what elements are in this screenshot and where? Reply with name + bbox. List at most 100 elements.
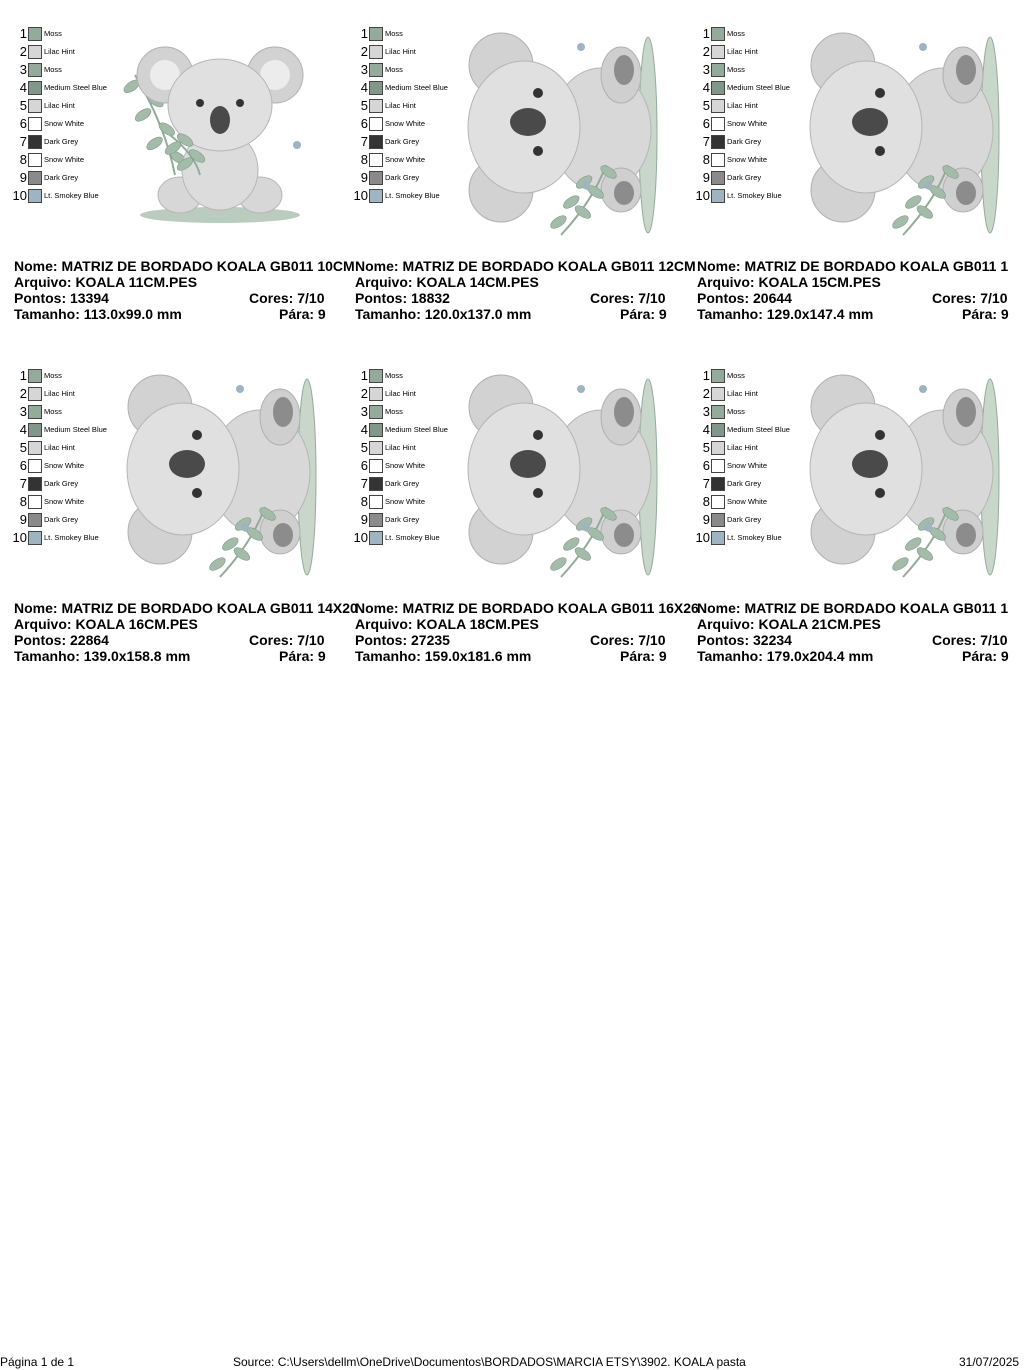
eucalyptus-leaf — [259, 507, 276, 521]
color-row: 8 Snow White — [341, 151, 461, 169]
stitch-count: Pontos: 18832 — [355, 290, 450, 306]
design-name: Nome: MATRIZ DE BORDADO KOALA GB011 1 — [697, 258, 1009, 274]
butterfly-accent — [582, 523, 590, 531]
color-name: Lilac Hint — [727, 101, 758, 110]
color-name: Lt. Smokey Blue — [727, 191, 782, 200]
color-number: 6 — [360, 116, 368, 131]
color-number: 10 — [12, 530, 27, 545]
color-row: 5 Lilac Hint — [0, 97, 120, 115]
color-name: Dark Grey — [385, 173, 420, 182]
color-row: 10 Lt. Smokey Blue — [0, 529, 120, 547]
koala-lower-paw-pad — [956, 523, 976, 547]
color-name: Moss — [727, 407, 745, 416]
design-size: Tamanho: 179.0x204.4 mm — [697, 648, 874, 664]
color-row: 1 Moss — [0, 25, 120, 43]
color-number: 2 — [360, 386, 368, 401]
color-number: 2 — [702, 44, 710, 59]
color-row: 8 Snow White — [683, 151, 803, 169]
design-grid: 1 Moss 2 Lilac Hint 3 Moss 4 Medium Steel Blue 5… — [0, 25, 1024, 684]
color-name: Moss — [385, 371, 403, 380]
koala-lower-eye — [533, 488, 543, 498]
butterfly-accent — [293, 141, 301, 149]
color-row: 5 Lilac Hint — [683, 97, 803, 115]
color-swatch — [28, 459, 42, 473]
butterfly-accent — [919, 43, 927, 51]
color-name: Lilac Hint — [44, 101, 75, 110]
color-number: 8 — [360, 152, 368, 167]
color-number: 7 — [702, 476, 710, 491]
koala-lower-eye — [533, 146, 543, 156]
color-name: Dark Grey — [385, 479, 420, 488]
color-swatch — [369, 405, 383, 419]
butterfly-accent — [577, 43, 585, 51]
color-name: Lt. Smokey Blue — [44, 533, 99, 542]
color-name: Lt. Smokey Blue — [44, 191, 99, 200]
koala-upper-paw-pad — [956, 55, 976, 85]
color-number: 4 — [360, 422, 368, 437]
color-swatch — [369, 513, 383, 527]
butterfly-accent — [919, 385, 927, 393]
stitch-count: Pontos: 20644 — [697, 290, 792, 306]
color-row: 10 Lt. Smokey Blue — [341, 529, 461, 547]
design-file: Arquivo: KOALA 14CM.PES — [355, 274, 539, 290]
koala-lower-paw-pad — [273, 523, 293, 547]
color-name: Dark Grey — [727, 479, 762, 488]
color-number: 5 — [360, 98, 368, 113]
color-swatch — [28, 405, 42, 419]
color-name: Moss — [727, 65, 745, 74]
color-number: 7 — [360, 134, 368, 149]
color-name: Lt. Smokey Blue — [727, 533, 782, 542]
color-number: 8 — [702, 152, 710, 167]
stop-count: Pára: 9 — [962, 306, 1009, 322]
color-row: 4 Medium Steel Blue — [0, 79, 120, 97]
color-number: 4 — [702, 422, 710, 437]
color-row: 9 Dark Grey — [0, 169, 120, 187]
design-name: Nome: MATRIZ DE BORDADO KOALA GB011 10CM — [14, 258, 355, 274]
color-number: 3 — [360, 404, 368, 419]
color-name: Snow White — [44, 461, 85, 470]
color-row: 9 Dark Grey — [683, 511, 803, 529]
color-name: Medium Steel Blue — [385, 83, 448, 92]
color-row: 9 Dark Grey — [0, 511, 120, 529]
color-name: Snow White — [385, 497, 426, 506]
color-number: 9 — [360, 512, 368, 527]
koala-nose — [169, 450, 205, 478]
color-swatch — [369, 27, 383, 41]
eucalyptus-leaf — [574, 205, 591, 219]
color-row: 8 Snow White — [0, 151, 120, 169]
color-number: 2 — [19, 386, 27, 401]
color-name: Medium Steel Blue — [44, 83, 107, 92]
color-number: 2 — [19, 44, 27, 59]
color-row: 4 Medium Steel Blue — [341, 421, 461, 439]
color-row: 3 Moss — [683, 61, 803, 79]
color-swatch — [28, 531, 42, 545]
koala-nose — [510, 108, 546, 136]
color-name: Moss — [44, 65, 62, 74]
color-row: 2 Lilac Hint — [0, 43, 120, 61]
color-row: 3 Moss — [341, 403, 461, 421]
color-number: 10 — [695, 530, 710, 545]
color-number: 10 — [353, 530, 368, 545]
color-name: Dark Grey — [44, 137, 79, 146]
color-row: 7 Dark Grey — [683, 475, 803, 493]
color-row: 2 Lilac Hint — [0, 385, 120, 403]
color-number: 9 — [702, 512, 710, 527]
koala-nose — [210, 106, 230, 134]
koala-upper-eye — [533, 430, 543, 440]
koala-preview — [809, 32, 1000, 236]
color-swatch — [369, 81, 383, 95]
design-card: 1 Moss 2 Lilac Hint 3 Moss 4 Medium Steel Blue 5… — [683, 342, 1024, 684]
color-row: 4 Medium Steel Blue — [683, 421, 803, 439]
koala-lower-eye — [875, 146, 885, 156]
color-name: Dark Grey — [44, 173, 79, 182]
color-name: Moss — [385, 29, 403, 38]
color-number: 4 — [19, 80, 27, 95]
color-number: 7 — [19, 476, 27, 491]
color-row: 3 Moss — [0, 61, 120, 79]
color-name: Moss — [44, 371, 62, 380]
butterfly-accent — [582, 181, 590, 189]
color-row: 5 Lilac Hint — [0, 439, 120, 457]
color-number: 7 — [360, 476, 368, 491]
color-count: Cores: 7/10 — [590, 632, 666, 648]
eucalyptus-leaf — [600, 507, 617, 521]
